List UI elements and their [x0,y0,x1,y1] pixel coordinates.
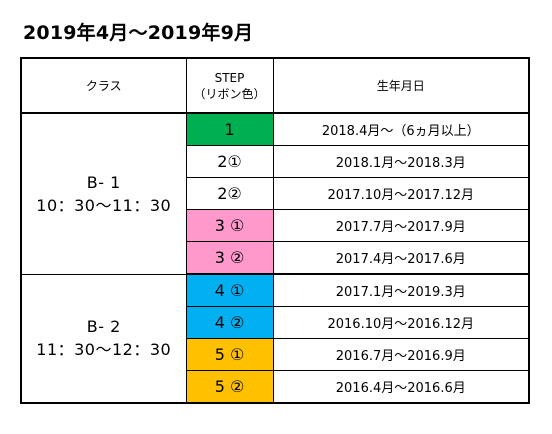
header-class: クラス [20,57,187,114]
table-row: 3 ① 2017.7月～2017.9月 [21,209,530,242]
class-name: B- 1 [86,172,121,192]
table-row: 5 ① 2016.7月～2016.9月 [21,338,530,371]
table-row: 5 ② 2016.4月～2016.6月 [21,370,530,404]
class-time: 10：30～11：30 [36,195,172,215]
step-cell: 5 ① [185,338,274,371]
table-row: B- 1 10：30～11：30 1 2018.4月～（6ヵ月以上） [20,112,530,275]
step-cell: 3 ① [185,209,274,242]
birth-cell: 2016.7月～2016.9月 [272,338,530,371]
step-cell: 2① [185,145,274,178]
class-schedule-table: クラス STEP （リボン色） 生年月日 B- 1 10：30～11：30 1 … [20,57,530,404]
step-cell: 4 ② [185,306,274,339]
step-cell: 4 ① [185,273,274,307]
step-cell: 5 ② [185,370,274,404]
table-row: 2① 2018.1月～2018.3月 [21,145,530,178]
class-cell-b1: B- 1 10：30～11：30 [20,112,187,275]
page-title: 2019年4月～2019年9月 [23,22,254,44]
birth-cell: 2017.4月～2017.6月 [272,241,530,275]
class-cell-b2: B- 2 11：30～12：30 [20,273,187,404]
step-cell: 2② [185,177,274,210]
class-time: 11：30～12：30 [36,340,172,360]
header-step-label: STEP [214,70,245,85]
header-birth: 生年月日 [272,57,530,114]
birth-cell: 2017.10月～2017.12月 [272,177,530,210]
header-step-sublabel: （リボン色） [193,86,266,101]
birth-cell: 2016.4月～2016.6月 [272,370,530,404]
table-header-row: クラス STEP （リボン色） 生年月日 [20,57,530,114]
table-row: 4 ② 2016.10月～2016.12月 [21,306,530,339]
birth-cell: 2017.7月～2017.9月 [272,209,530,242]
table-row: 2② 2017.10月～2017.12月 [21,177,530,210]
table-row: 3 ② 2017.4月～2017.6月 [21,241,530,275]
birth-cell: 2018.1月～2018.3月 [272,145,530,178]
birth-cell: 2016.10月～2016.12月 [272,306,530,339]
table-row: B- 2 11：30～12：30 4 ① 2017.1月～2019.3月 [20,273,530,404]
header-step: STEP （リボン色） [185,57,274,114]
step-cell: 1 [185,112,274,146]
birth-cell: 2017.1月～2019.3月 [272,273,530,307]
step-cell: 3 ② [185,241,274,275]
birth-cell: 2018.4月～（6ヵ月以上） [272,112,530,146]
class-name: B- 2 [86,317,121,337]
